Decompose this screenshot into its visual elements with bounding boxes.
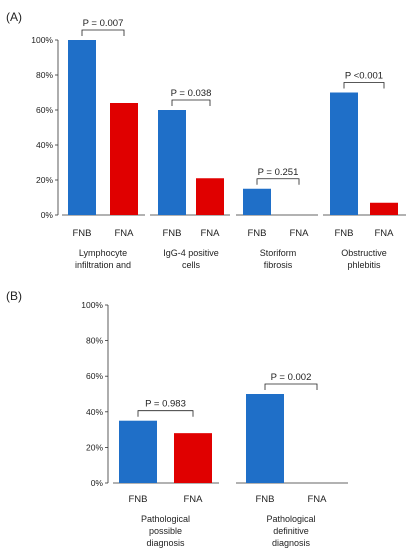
bar-category-label: FNB [335, 228, 354, 239]
bar-category-label: FNB [163, 228, 182, 239]
p-value-label: P = 0.002 [271, 372, 312, 383]
bar-category-label: FNA [184, 494, 204, 505]
group-label: cells [182, 260, 201, 270]
bar-fnb [243, 188, 271, 215]
p-value-label: P = 0.038 [171, 88, 212, 99]
significance-bracket [264, 383, 318, 390]
y-tick-label: 60% [86, 371, 103, 381]
bar-fna [110, 103, 138, 215]
bar-category-label: FNB [256, 494, 275, 505]
significance-bracket [343, 82, 385, 89]
y-tick-label: 20% [36, 175, 53, 185]
significance-bracket [81, 29, 125, 36]
panel-label: (B) [6, 289, 22, 303]
group-label: possible [149, 526, 182, 536]
y-tick-label: 100% [31, 35, 53, 45]
bar-fnb [330, 92, 358, 215]
group-label: Obstructive [341, 248, 387, 258]
group-label: Pathological [266, 514, 315, 524]
y-tick-label: 20% [86, 442, 103, 452]
group-label: Pathological [141, 514, 190, 524]
y-tick-label: 0% [41, 210, 54, 220]
bar-category-label: FNA [375, 228, 395, 239]
bar-category-label: FNA [115, 228, 135, 239]
bar-fna [370, 202, 398, 215]
bar-category-label: FNA [308, 494, 328, 505]
y-tick-label: 40% [36, 140, 53, 150]
bar-fnb [246, 394, 284, 483]
bar-category-label: FNA [290, 228, 310, 239]
y-tick-label: 40% [86, 407, 103, 417]
bar-fnb [119, 420, 157, 483]
bar-category-label: FNB [248, 228, 267, 239]
bar-category-label: FNA [201, 228, 221, 239]
significance-bracket [137, 410, 194, 417]
group-label: IgG-4 positive [163, 248, 219, 258]
y-tick-label: 100% [81, 300, 103, 310]
bar-category-label: FNB [129, 494, 148, 505]
group-label: fibrosis [264, 260, 293, 270]
p-value-label: P <0.001 [345, 71, 383, 82]
p-value-label: P = 0.251 [258, 167, 299, 178]
group-label: definitive [273, 526, 309, 536]
bar-fna [174, 433, 212, 483]
y-tick-label: 80% [86, 336, 103, 346]
panel-label: (A) [6, 10, 22, 24]
group-label: infiltration and [75, 260, 131, 270]
group-label: Storiform [260, 248, 297, 258]
group-label: diagnosis [146, 538, 185, 548]
bar-fnb [158, 110, 186, 215]
significance-bracket [256, 178, 300, 185]
y-tick-label: 0% [91, 478, 104, 488]
group-label: diagnosis [272, 538, 311, 548]
bar-fna [196, 178, 224, 215]
group-label: Lymphocyte [79, 248, 127, 258]
significance-bracket [171, 99, 211, 106]
y-tick-label: 60% [36, 105, 53, 115]
bar-fnb [68, 40, 96, 215]
p-value-label: P = 0.983 [145, 399, 186, 410]
bar-category-label: FNB [73, 228, 92, 239]
p-value-label: P = 0.007 [83, 18, 124, 29]
group-label: phlebitis [347, 260, 381, 270]
y-tick-label: 80% [36, 70, 53, 80]
